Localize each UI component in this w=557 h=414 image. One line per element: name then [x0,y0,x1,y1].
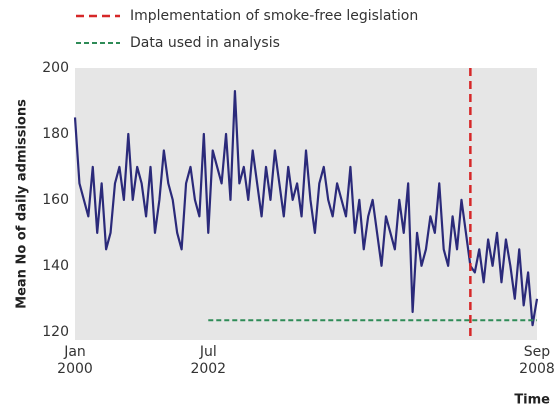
x-tick-label: Sep 2008 [519,344,555,377]
y-tick-label: 160 [42,192,69,208]
y-tick-label: 200 [42,60,69,76]
data-line [73,89,539,327]
y-tick-label: 140 [42,258,69,274]
x-axis-label: Time [514,393,550,408]
y-tick-label: 180 [42,126,69,142]
legend-label: Implementation of smoke-free legislation [130,8,418,24]
y-tick-label: 120 [42,324,69,340]
x-tick-label: Jul 2002 [190,344,227,377]
x-tick-label: Jan 2000 [57,344,93,377]
legend-label: Data used in analysis [130,35,280,51]
y-axis-label: Mean No of daily admissions [15,99,30,309]
